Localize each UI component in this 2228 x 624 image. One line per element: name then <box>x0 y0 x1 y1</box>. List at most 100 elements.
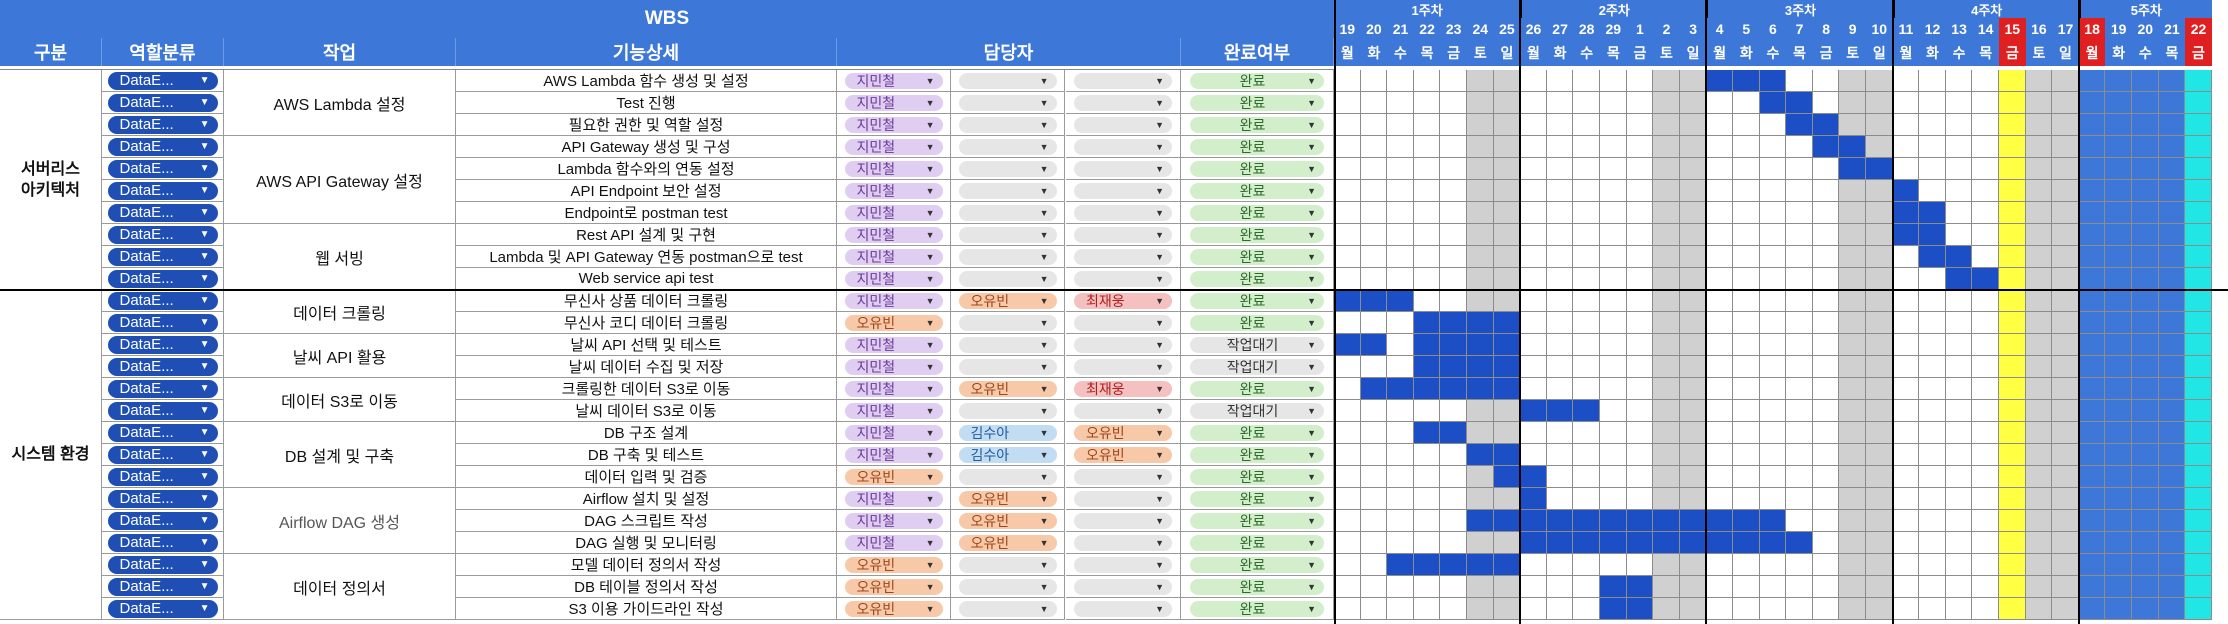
category-dropdown[interactable]: DataE... ▼ <box>107 357 218 376</box>
assignee-dropdown[interactable]: ▼ <box>958 138 1057 155</box>
assignee-dropdown[interactable]: ▼ <box>958 402 1057 419</box>
assignee-dropdown[interactable]: 오유빈 ▼ <box>1074 446 1172 463</box>
assignee-dropdown[interactable]: ▼ <box>1074 336 1172 353</box>
assignee-dropdown[interactable]: ▼ <box>1074 226 1172 243</box>
status-dropdown[interactable]: 완료 ▼ <box>1190 204 1324 221</box>
assignee-dropdown[interactable]: ▼ <box>958 226 1057 243</box>
status-dropdown[interactable]: 완료 ▼ <box>1190 270 1324 287</box>
category-dropdown[interactable]: DataE... ▼ <box>107 489 218 508</box>
assignee-dropdown[interactable]: ▼ <box>1074 270 1172 287</box>
assignee-dropdown[interactable]: 지민철 ▼ <box>844 534 943 551</box>
assignee-dropdown[interactable]: 지민철 ▼ <box>844 424 943 441</box>
status-dropdown[interactable]: 완료 ▼ <box>1190 248 1324 265</box>
assignee-dropdown[interactable]: ▼ <box>1074 94 1172 111</box>
assignee-dropdown[interactable]: 지민철 ▼ <box>844 72 943 89</box>
category-dropdown[interactable]: DataE... ▼ <box>107 599 218 618</box>
status-dropdown[interactable]: 완료 ▼ <box>1190 578 1324 595</box>
category-dropdown[interactable]: DataE... ▼ <box>107 577 218 596</box>
assignee-dropdown[interactable]: 지민철 ▼ <box>844 336 943 353</box>
assignee-dropdown[interactable]: 지민철 ▼ <box>844 380 943 397</box>
assignee-dropdown[interactable]: 지민철 ▼ <box>844 94 943 111</box>
status-dropdown[interactable]: 완료 ▼ <box>1190 534 1324 551</box>
assignee-dropdown[interactable]: ▼ <box>1074 204 1172 221</box>
assignee-dropdown[interactable]: ▼ <box>1074 314 1172 331</box>
status-dropdown[interactable]: 완료 ▼ <box>1190 116 1324 133</box>
assignee-dropdown[interactable]: ▼ <box>958 94 1057 111</box>
assignee-dropdown[interactable]: ▼ <box>1074 490 1172 507</box>
assignee-dropdown[interactable]: 최재웅 ▼ <box>1074 380 1172 397</box>
assignee-dropdown[interactable]: ▼ <box>1074 402 1172 419</box>
assignee-dropdown[interactable]: 오유빈 ▼ <box>844 468 943 485</box>
status-dropdown[interactable]: 완료 ▼ <box>1190 160 1324 177</box>
status-dropdown[interactable]: 완료 ▼ <box>1190 292 1324 309</box>
assignee-dropdown[interactable]: 지민철 ▼ <box>844 402 943 419</box>
category-dropdown[interactable]: DataE... ▼ <box>107 269 218 288</box>
assignee-dropdown[interactable]: ▼ <box>1074 138 1172 155</box>
assignee-dropdown[interactable]: ▼ <box>1074 468 1172 485</box>
assignee-dropdown[interactable]: ▼ <box>1074 116 1172 133</box>
category-dropdown[interactable]: DataE... ▼ <box>107 533 218 552</box>
assignee-dropdown[interactable]: ▼ <box>958 182 1057 199</box>
assignee-dropdown[interactable]: ▼ <box>958 468 1057 485</box>
category-dropdown[interactable]: DataE... ▼ <box>107 401 218 420</box>
assignee-dropdown[interactable]: ▼ <box>958 314 1057 331</box>
assignee-dropdown[interactable]: 지민철 ▼ <box>844 116 943 133</box>
status-dropdown[interactable]: 작업대기 ▼ <box>1190 358 1324 375</box>
assignee-dropdown[interactable]: ▼ <box>958 72 1057 89</box>
assignee-dropdown[interactable]: 김수아 ▼ <box>958 446 1057 463</box>
category-dropdown[interactable]: DataE... ▼ <box>107 291 218 310</box>
assignee-dropdown[interactable]: ▼ <box>1074 578 1172 595</box>
assignee-dropdown[interactable]: 지민철 ▼ <box>844 512 943 529</box>
assignee-dropdown[interactable]: 오유빈 ▼ <box>1074 424 1172 441</box>
assignee-dropdown[interactable]: ▼ <box>1074 182 1172 199</box>
status-dropdown[interactable]: 완료 ▼ <box>1190 468 1324 485</box>
assignee-dropdown[interactable]: ▼ <box>1074 160 1172 177</box>
assignee-dropdown[interactable]: ▼ <box>958 204 1057 221</box>
category-dropdown[interactable]: DataE... ▼ <box>107 159 218 178</box>
assignee-dropdown[interactable]: 지민철 ▼ <box>844 358 943 375</box>
assignee-dropdown[interactable]: ▼ <box>1074 358 1172 375</box>
assignee-dropdown[interactable]: 김수아 ▼ <box>958 424 1057 441</box>
status-dropdown[interactable]: 완료 ▼ <box>1190 72 1324 89</box>
status-dropdown[interactable]: 완료 ▼ <box>1190 314 1324 331</box>
assignee-dropdown[interactable]: 오유빈 ▼ <box>958 490 1057 507</box>
assignee-dropdown[interactable]: 오유빈 ▼ <box>844 556 943 573</box>
assignee-dropdown[interactable]: 최재웅 ▼ <box>1074 292 1172 309</box>
assignee-dropdown[interactable]: ▼ <box>958 358 1057 375</box>
assignee-dropdown[interactable]: ▼ <box>958 600 1057 617</box>
assignee-dropdown[interactable]: ▼ <box>1074 534 1172 551</box>
status-dropdown[interactable]: 완료 ▼ <box>1190 424 1324 441</box>
assignee-dropdown[interactable]: 지민철 ▼ <box>844 446 943 463</box>
category-dropdown[interactable]: DataE... ▼ <box>107 247 218 266</box>
assignee-dropdown[interactable]: 오유빈 ▼ <box>844 578 943 595</box>
status-dropdown[interactable]: 완료 ▼ <box>1190 556 1324 573</box>
assignee-dropdown[interactable]: 지민철 ▼ <box>844 270 943 287</box>
assignee-dropdown[interactable]: ▼ <box>1074 72 1172 89</box>
category-dropdown[interactable]: DataE... ▼ <box>107 423 218 442</box>
assignee-dropdown[interactable]: ▼ <box>958 578 1057 595</box>
category-dropdown[interactable]: DataE... ▼ <box>107 181 218 200</box>
category-dropdown[interactable]: DataE... ▼ <box>107 313 218 332</box>
category-dropdown[interactable]: DataE... ▼ <box>107 555 218 574</box>
assignee-dropdown[interactable]: 지민철 ▼ <box>844 292 943 309</box>
assignee-dropdown[interactable]: 지민철 ▼ <box>844 138 943 155</box>
category-dropdown[interactable]: DataE... ▼ <box>107 137 218 156</box>
assignee-dropdown[interactable]: ▼ <box>958 336 1057 353</box>
category-dropdown[interactable]: DataE... ▼ <box>107 511 218 530</box>
status-dropdown[interactable]: 완료 ▼ <box>1190 94 1324 111</box>
category-dropdown[interactable]: DataE... ▼ <box>107 71 218 90</box>
assignee-dropdown[interactable]: 오유빈 ▼ <box>844 600 943 617</box>
status-dropdown[interactable]: 완료 ▼ <box>1190 446 1324 463</box>
assignee-dropdown[interactable]: ▼ <box>958 160 1057 177</box>
assignee-dropdown[interactable]: 지민철 ▼ <box>844 160 943 177</box>
assignee-dropdown[interactable]: 지민철 ▼ <box>844 182 943 199</box>
status-dropdown[interactable]: 완료 ▼ <box>1190 182 1324 199</box>
category-dropdown[interactable]: DataE... ▼ <box>107 467 218 486</box>
assignee-dropdown[interactable]: ▼ <box>958 556 1057 573</box>
assignee-dropdown[interactable]: ▼ <box>1074 512 1172 529</box>
category-dropdown[interactable]: DataE... ▼ <box>107 203 218 222</box>
assignee-dropdown[interactable]: ▼ <box>958 270 1057 287</box>
assignee-dropdown[interactable]: 오유빈 ▼ <box>958 512 1057 529</box>
category-dropdown[interactable]: DataE... ▼ <box>107 379 218 398</box>
status-dropdown[interactable]: 완료 ▼ <box>1190 226 1324 243</box>
